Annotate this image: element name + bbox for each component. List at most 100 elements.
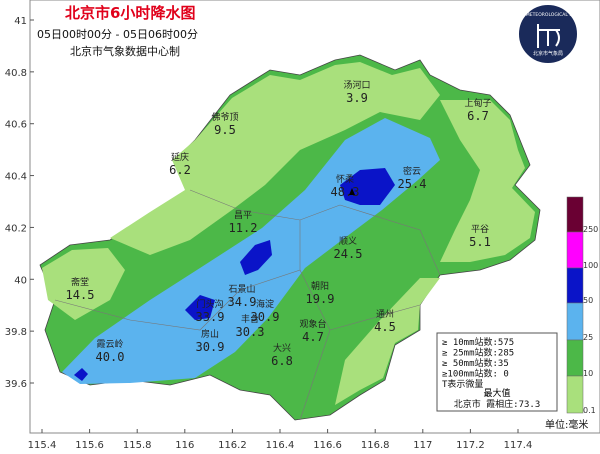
station-name: 佛爷顶 (211, 111, 238, 123)
legend-label: 25 (583, 333, 593, 342)
info-line: ≥ 10mm站数:575 (442, 336, 514, 348)
legend-swatch (566, 231, 584, 269)
legend-swatch (566, 196, 584, 233)
y-tick-label: 39.8 (5, 327, 27, 338)
region-darkblue (240, 240, 272, 275)
station-name: 斋堂 (71, 276, 89, 288)
y-tick-label: 40.2 (5, 223, 27, 234)
logo-en: BEIJING METEOROLOGICAL SERVICE (508, 12, 589, 18)
y-tick-label: 40.6 (5, 120, 27, 131)
region-darkblue (340, 168, 395, 205)
x-tick-label: 115.6 (75, 440, 104, 451)
info-line: ≥ 25mm站数:285 (442, 347, 514, 359)
x-tick-label: 116.8 (361, 440, 390, 451)
station-value: 24.5 (334, 247, 363, 261)
title: 北京市6小时降水图 (65, 4, 195, 22)
y-tick-label: 41 (14, 16, 27, 27)
station-value: 33.9 (196, 310, 225, 324)
region-darkblue (185, 295, 215, 320)
x-tick-label: 115.4 (28, 440, 57, 451)
legend-label: 100 (583, 261, 598, 270)
y-tick-label: 40.8 (5, 68, 27, 79)
issuer: 北京市气象数据中心制 (70, 44, 180, 58)
info-box (436, 332, 558, 412)
station-name: 大兴 (273, 342, 291, 354)
station-value: 9.5 (214, 123, 236, 137)
station-name: 昌平 (234, 210, 252, 221)
station-name: 朝阳 (311, 281, 329, 292)
region-lightgreen (440, 100, 535, 262)
station-name: 丰台 (241, 313, 259, 325)
region-darkblue (74, 368, 88, 381)
legend-swatch (566, 267, 584, 304)
station-value: 4.5 (374, 320, 396, 334)
legend-label: 10 (583, 369, 593, 378)
legend-label: 50 (583, 296, 593, 305)
station-value: 6.2 (169, 163, 191, 177)
logo-mark (537, 24, 560, 48)
info-line: ≥100mm站数: 0 (442, 368, 509, 380)
station-value: 19.9 (306, 292, 335, 306)
x-tick-label: 116.6 (313, 440, 342, 451)
station-name: 延庆 (171, 151, 189, 163)
legend-swatch (566, 302, 584, 341)
station-name: 平谷 (471, 224, 489, 235)
x-tick-label: 117 (413, 440, 432, 451)
station-name: 门头沟 (196, 298, 223, 310)
station-value: 14.5 (66, 288, 95, 302)
x-tick-label: 116.4 (266, 440, 295, 451)
legend-swatch (566, 339, 584, 377)
station-value: 5.1 (469, 235, 491, 249)
station-value: 4.7 (302, 330, 324, 344)
logo: BEIJING METEOROLOGICAL SERVICE 北京市气象局 (508, 3, 589, 65)
station-name: 顺义 (339, 236, 357, 247)
station-name: 海淀 (256, 298, 274, 310)
station-value: 6.7 (467, 109, 489, 123)
station-name: 观象台 (299, 318, 326, 330)
axis-ticks: 115.4 115.6 115.8 116 116.2 116.4 116.6 116.8 11… (5, 16, 533, 451)
legend: 250 100 50 25 10 0.1 (566, 196, 598, 415)
max-title: 最大值 (483, 387, 510, 399)
info: ≥ 10mm站数:575≥ 25mm站数:285≥ 50mm站数:35≥100m… (442, 336, 514, 390)
district-border (54, 189, 441, 421)
period: 05日00时00分 - 05日06时00分 (37, 28, 198, 41)
legend-swatch (566, 375, 584, 414)
station-name: 霞云岭 (96, 338, 123, 350)
legend-label: 250 (583, 225, 598, 234)
region-lightgreen (110, 62, 440, 255)
max-line: 北京市 霞相庄:73.3 (454, 398, 541, 410)
station-value: 30.3 (236, 325, 265, 339)
x-tick-label: 116.2 (218, 440, 247, 451)
station-name: 上甸子 (464, 97, 491, 109)
x-tick-label: 115.8 (123, 440, 152, 451)
station-value: 30.9 (196, 340, 225, 354)
station-name: 汤河口 (343, 79, 370, 91)
info-line: T表示微量 (442, 378, 483, 390)
station-value: 11.2 (229, 221, 258, 235)
station-name: 密云 (403, 165, 421, 177)
y-tick-label: 39.6 (5, 379, 27, 390)
station-name: 房山 (201, 328, 219, 340)
station-value: 40.0 (96, 350, 125, 364)
station-value: 6.8 (271, 354, 293, 368)
y-tick-label: 40 (14, 275, 27, 286)
max-marker (349, 188, 355, 195)
legend-label: 0.1 (583, 406, 596, 415)
station-value: 48.3 (331, 185, 360, 199)
x-tick-label: 117.2 (456, 440, 485, 451)
info-line: ≥ 50mm站数:35 (442, 357, 509, 369)
station-name: 石景山 (228, 284, 255, 295)
region-lightgreen (335, 278, 440, 405)
station-value: 34.9 (228, 295, 257, 309)
station-name: 通州 (376, 309, 394, 320)
x-tick-label: 116 (175, 440, 194, 451)
station-value: 3.9 (346, 91, 368, 105)
station-name: 怀柔 (336, 173, 354, 185)
logo-cn: 北京市气象局 (533, 50, 563, 57)
station-value: 30.9 (251, 310, 280, 324)
x-tick-label: 117.4 (504, 440, 533, 451)
unit: 单位:毫米 (545, 418, 588, 431)
y-tick-label: 40.4 (5, 172, 27, 183)
